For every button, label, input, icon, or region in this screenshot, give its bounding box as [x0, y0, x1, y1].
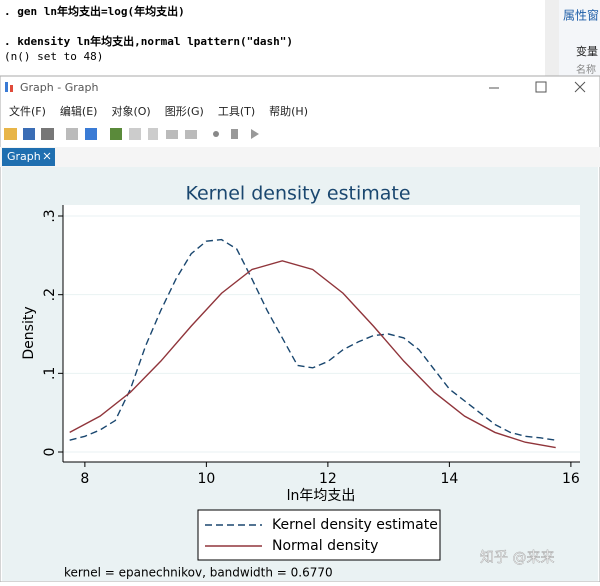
- menu-item[interactable]: 编辑(E): [60, 104, 98, 118]
- x-axis-label: ln年均支出: [287, 488, 356, 504]
- x-tick-label: 10: [197, 471, 215, 487]
- menu-item[interactable]: 文件(F): [9, 104, 46, 118]
- y-tick-label: .1: [42, 367, 58, 380]
- series-line: [69, 238, 556, 441]
- x-tick-label: 8: [80, 471, 89, 487]
- app-icon: [10, 85, 13, 92]
- scrollbar[interactable]: [545, 0, 559, 76]
- tool-icon[interactable]: [66, 128, 78, 140]
- chart-title: Kernel density estimate: [185, 183, 410, 205]
- console-line: (n() set to 48): [4, 50, 103, 63]
- legend-label: Kernel density estimate: [272, 517, 438, 533]
- tool-icon[interactable]: [213, 131, 219, 137]
- app-icon: [5, 82, 8, 92]
- menu-item[interactable]: 图形(G): [165, 105, 204, 118]
- tool-icon[interactable]: [148, 128, 158, 140]
- window-title: Graph - Graph: [20, 81, 98, 94]
- console-line: . kdensity ln年均支出,normal lpattern("dash"…: [4, 34, 293, 48]
- x-tick-label: 12: [319, 471, 337, 487]
- tool-icon[interactable]: [231, 129, 238, 139]
- tab-close[interactable]: [43, 152, 51, 160]
- y-tick-label: .2: [42, 288, 58, 301]
- tool-icon[interactable]: [185, 130, 197, 139]
- tool-icon[interactable]: [129, 128, 141, 140]
- chart: 0 .1 .2 .3 8 10 12 14 16: [42, 205, 580, 487]
- tool-icon[interactable]: [4, 128, 17, 140]
- x-tick-label: 16: [562, 471, 580, 487]
- side-item: 变量: [576, 44, 598, 58]
- tool-icon[interactable]: [110, 128, 122, 140]
- tab[interactable]: [2, 148, 55, 166]
- side-sub: 名称: [576, 63, 596, 76]
- y-tick-label: .3: [42, 209, 58, 222]
- menu-item[interactable]: 帮助(H): [269, 104, 308, 118]
- console-bg: [0, 0, 545, 76]
- tool-icon[interactable]: [85, 128, 97, 140]
- tab-bar: [0, 147, 600, 167]
- tool-icon[interactable]: [41, 128, 54, 140]
- tool-icon[interactable]: [23, 128, 35, 140]
- tab-label: Graph: [7, 150, 41, 163]
- y-tick-label: 0: [42, 448, 58, 457]
- chart-note: kernel = epanechnikov, bandwidth = 0.677…: [64, 566, 333, 580]
- side-panel: [559, 0, 600, 76]
- legend: [197, 509, 441, 561]
- watermark: 知乎 @来来: [480, 549, 554, 566]
- console-line: . gen ln年均支出=log(年均支出): [4, 4, 185, 18]
- window-buttons[interactable]: [489, 81, 586, 93]
- y-axis-label: Density: [21, 306, 37, 359]
- plot-region: [63, 205, 580, 462]
- menu-bar: 文件(F) 编辑(E) 对象(O) 图形(G) 工具(T) 帮助(H): [9, 104, 308, 118]
- tool-icon[interactable]: [166, 130, 178, 139]
- toolbar: [4, 128, 259, 140]
- x-tick-label: 14: [440, 471, 458, 487]
- menu-item[interactable]: 工具(T): [218, 105, 255, 118]
- menu-item[interactable]: 对象(O): [111, 104, 150, 118]
- side-title: 属性窗: [563, 9, 599, 23]
- legend-label: Normal density: [272, 538, 378, 554]
- tool-icon[interactable]: [251, 129, 259, 139]
- series-line: [69, 260, 556, 449]
